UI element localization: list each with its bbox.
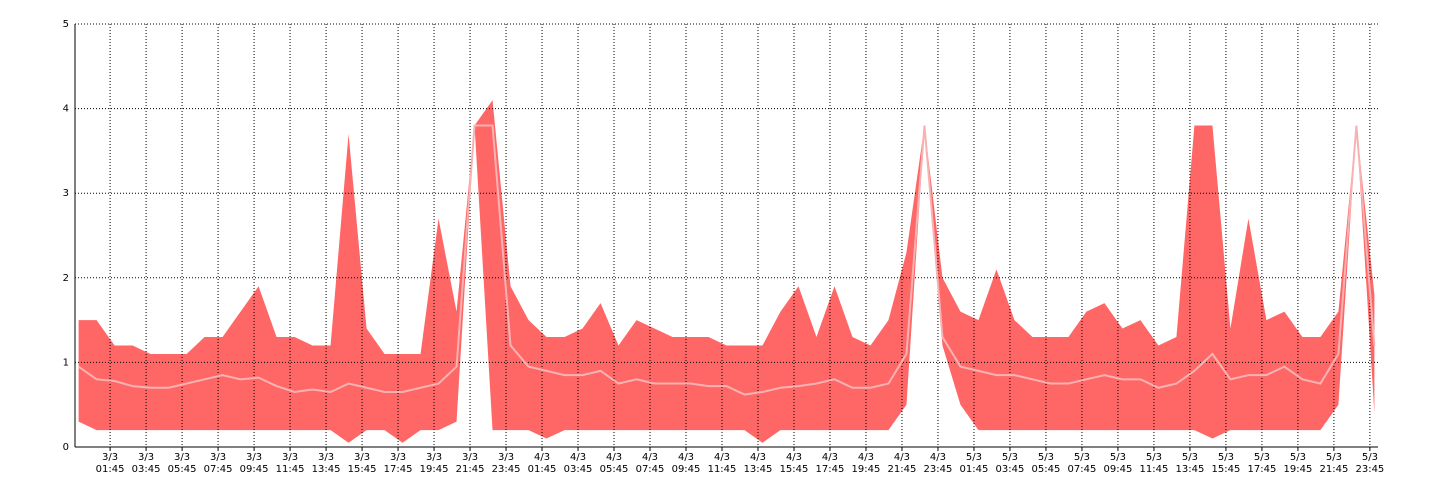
x-tick-label: 5/3 07:45 [1067, 452, 1097, 475]
x-tick-label: 3/3 17:45 [383, 452, 413, 475]
x-tick-label: 3/3 09:45 [239, 452, 269, 475]
x-tick-label: 5/3 17:45 [1247, 452, 1277, 475]
y-tick-label: 4 [63, 104, 69, 115]
x-tick-label: 3/3 07:45 [203, 452, 233, 475]
x-tick-label: 5/3 11:45 [1139, 452, 1169, 475]
x-tick-label: 3/3 11:45 [275, 452, 305, 475]
x-tick-label: 4/3 01:45 [527, 452, 557, 475]
x-tick-label: 5/3 03:45 [995, 452, 1025, 475]
x-tick-label: 5/3 21:45 [1319, 452, 1349, 475]
x-tick-label: 5/3 13:45 [1175, 452, 1205, 475]
x-tick-label: 4/3 05:45 [599, 452, 629, 475]
x-tick-label: 3/3 19:45 [419, 452, 449, 475]
x-tick-label: 4/3 19:45 [851, 452, 881, 475]
x-tick-label: 5/3 05:45 [1031, 452, 1061, 475]
y-tick-label: 5 [63, 19, 69, 30]
y-tick-label: 0 [63, 442, 69, 453]
x-tick-label: 3/3 13:45 [311, 452, 341, 475]
range-band [78, 100, 1375, 443]
y-tick-label: 1 [63, 357, 69, 368]
x-tick-label: 3/3 05:45 [167, 452, 197, 475]
x-tick-label: 5/3 19:45 [1283, 452, 1313, 475]
y-tick-label: 3 [63, 188, 69, 199]
x-tick-label: 4/3 21:45 [887, 452, 917, 475]
x-tick-label: 3/3 01:45 [95, 452, 125, 475]
x-tick-label: 4/3 17:45 [815, 452, 845, 475]
x-tick-label: 4/3 15:45 [779, 452, 809, 475]
x-tick-label: 5/3 15:45 [1211, 452, 1241, 475]
x-tick-label: 5/3 23:45 [1355, 452, 1385, 475]
x-tick-label: 4/3 09:45 [671, 452, 701, 475]
x-tick-label: 3/3 15:45 [347, 452, 377, 475]
x-tick-label: 5/3 09:45 [1103, 452, 1133, 475]
x-tick-label: 4/3 11:45 [707, 452, 737, 475]
mean-line [78, 124, 1376, 396]
x-tick-label: 4/3 03:45 [563, 452, 593, 475]
x-tick-label: 5/3 01:45 [959, 452, 989, 475]
y-tick-label: 2 [63, 273, 69, 284]
x-tick-label: 3/3 03:45 [131, 452, 161, 475]
x-tick-label: 4/3 23:45 [923, 452, 953, 475]
x-tick-label: 4/3 07:45 [635, 452, 665, 475]
x-tick-label: 3/3 21:45 [455, 452, 485, 475]
x-tick-label: 3/3 23:45 [491, 452, 521, 475]
x-tick-label: 4/3 13:45 [743, 452, 773, 475]
